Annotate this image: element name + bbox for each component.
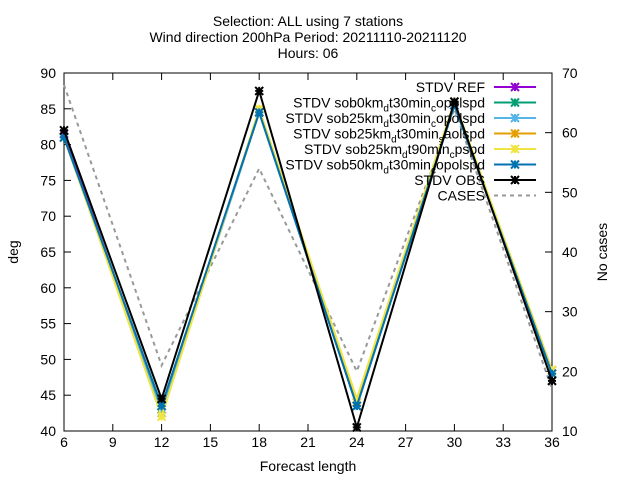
legend-entry: STDV sob25kmdt90mincpspd <box>304 141 536 161</box>
y-tick-label: 90 <box>40 65 56 81</box>
series-point-marker <box>156 394 167 404</box>
y-tick-label: 65 <box>40 244 56 260</box>
x-tick-label: 27 <box>398 434 414 450</box>
legend-entry: STDV sob25kmdt30mincopolspd <box>285 110 536 130</box>
y2-tick-label: 20 <box>562 363 578 379</box>
y2-tick-label: 60 <box>562 125 578 141</box>
legend-entry: CASES <box>438 188 536 204</box>
y2-axis-label: No cases <box>594 223 610 281</box>
y2-tick-label: 10 <box>562 423 578 439</box>
x-axis-label: Forecast length <box>260 458 357 474</box>
legend-entry: STDV sob50kmdt30mincopolspd <box>285 157 536 177</box>
x-tick-label: 18 <box>251 434 267 450</box>
legend-entry: STDV sob0kmdt30mincopolspd <box>293 95 536 115</box>
series-stdv-obs <box>59 86 557 433</box>
series-point-marker <box>510 113 520 123</box>
y-tick-label: 80 <box>40 137 56 153</box>
series-point-marker <box>510 97 520 108</box>
x-tick-label: 33 <box>495 434 511 450</box>
series-point-marker <box>254 86 264 96</box>
legend-label: STDV sob0kmdt30mincopolspd <box>293 95 485 115</box>
legend-label: STDV sob25kmdt90mincpspd <box>304 141 485 161</box>
series-point-marker <box>59 125 69 135</box>
x-tick-label: 12 <box>154 434 170 450</box>
title-line-2: Wind direction 200hPa Period: 20211110-2… <box>149 29 466 45</box>
series-point-marker <box>156 401 167 411</box>
series-point-marker <box>510 175 520 185</box>
y2-tick-label: 30 <box>562 304 578 320</box>
y-tick-label: 70 <box>40 208 56 224</box>
legend-entry: STDV REF <box>416 79 536 95</box>
legend-label: STDV sob25kmdt30mincopolspd <box>285 110 485 130</box>
series-point-marker <box>156 411 167 422</box>
y-tick-label: 50 <box>40 351 56 367</box>
y2-tick-label: 50 <box>562 184 578 200</box>
series-point-marker <box>510 159 520 170</box>
y-tick-label: 55 <box>40 316 56 332</box>
series-line <box>63 87 553 431</box>
series-point-marker <box>59 132 69 143</box>
series-point-marker <box>352 394 362 404</box>
chart-title: Selection: ALL using 7 stations Wind dir… <box>149 13 466 61</box>
y-tick-label: 45 <box>40 387 56 403</box>
title-line-1: Selection: ALL using 7 stations <box>213 13 403 29</box>
series-point-marker <box>352 422 362 433</box>
series-point-marker <box>254 107 264 118</box>
series-point-marker <box>547 369 557 379</box>
x-tick-label: 9 <box>109 434 117 450</box>
legend-entry: STDV sob25kmdt30minsaolspd <box>293 126 536 146</box>
x-tick-label: 6 <box>60 434 68 450</box>
legend-label: STDV sob25kmdt30minsaolspd <box>293 126 485 146</box>
y-tick-label: 40 <box>40 423 56 439</box>
y-axis-label: deg <box>5 240 21 263</box>
y-tick-label: 60 <box>40 280 56 296</box>
y-axis-ticks: 40 45 50 55 60 65 70 75 80 85 90 <box>40 65 71 439</box>
series-point-marker <box>547 376 557 386</box>
title-line-3: Hours: 06 <box>278 45 339 61</box>
y2-axis-ticks: 10 20 30 40 50 60 70 <box>545 65 578 439</box>
x-tick-label: 36 <box>544 434 560 450</box>
series-point-marker <box>510 128 520 139</box>
x-tick-label: 24 <box>349 434 365 450</box>
y-tick-label: 85 <box>40 101 56 117</box>
plot-series <box>59 84 557 433</box>
x-tick-label: 15 <box>203 434 219 450</box>
legend-entry: STDV OBS <box>414 172 536 188</box>
legend-label: STDV OBS <box>414 172 485 188</box>
x-tick-label: 30 <box>447 434 463 450</box>
y2-tick-label: 70 <box>562 65 578 81</box>
series-point-marker <box>449 96 460 107</box>
legend-label: STDV REF <box>416 79 485 95</box>
x-tick-label: 21 <box>300 434 316 450</box>
legend-label: CASES <box>438 188 485 204</box>
y2-tick-label: 40 <box>562 244 578 260</box>
series-point-marker <box>510 144 520 154</box>
legend-label: STDV sob50kmdt30mincopolspd <box>285 157 485 177</box>
y-tick-label: 75 <box>40 172 56 188</box>
x-axis-ticks: 6 9 12 15 18 21 24 27 30 33 36 <box>60 73 560 450</box>
series-point-marker <box>510 82 520 92</box>
series-point-marker <box>352 401 362 411</box>
